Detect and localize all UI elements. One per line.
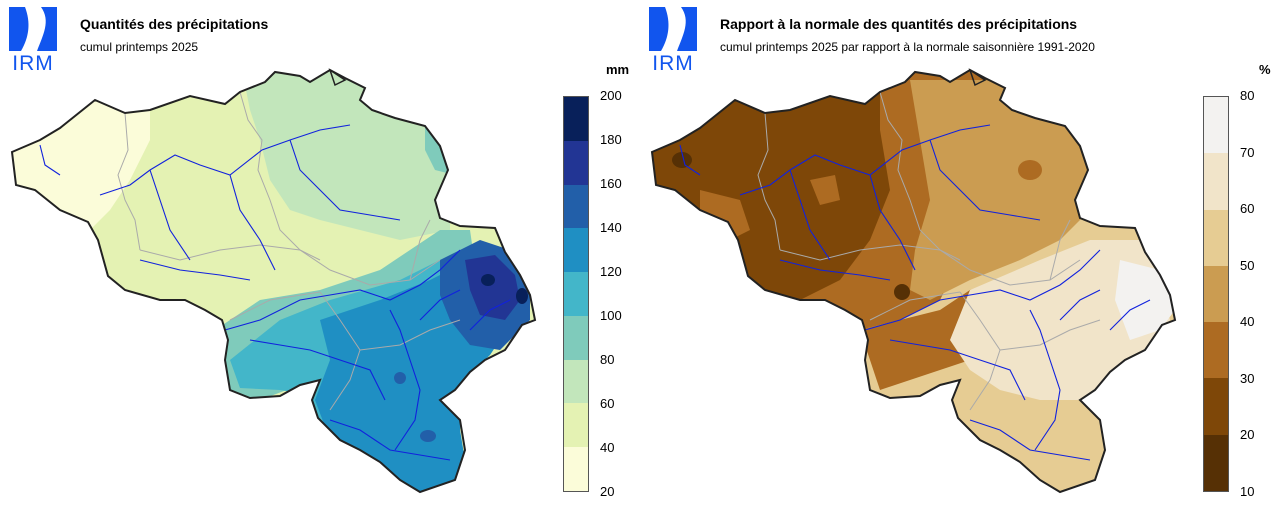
legend-swatch (1204, 378, 1228, 435)
legend-swatch (1204, 265, 1228, 323)
region-east (1115, 260, 1175, 340)
irm-logo-text: IRM (652, 52, 694, 75)
legend-label: 40 (600, 440, 615, 455)
precipitation-panel: IRM Quantités des précipitations cumul p… (7, 5, 630, 499)
legend-label: 60 (600, 396, 615, 411)
irm-logo-icon (649, 7, 697, 51)
legend-label: 50 (1240, 257, 1255, 273)
legend-color-scale (1203, 96, 1229, 492)
legend-label: 80 (1240, 88, 1255, 103)
legend-swatch (564, 315, 588, 360)
legend-swatch (564, 359, 588, 404)
legend-swatch (1204, 97, 1228, 154)
legend-label: 30 (1240, 370, 1255, 386)
region-north (910, 80, 1090, 300)
legend-swatch (1204, 434, 1228, 491)
belgium-precipitation-map (11, 68, 536, 493)
legend-swatch (1204, 322, 1228, 379)
region-peak (481, 274, 495, 286)
legend-label: 60 (1240, 201, 1255, 217)
legend-label: 20 (600, 484, 615, 499)
legend-label: 160 (600, 176, 622, 191)
region-peak-2 (516, 288, 528, 304)
map-title: Rapport à la normale des quantités des p… (720, 16, 1078, 32)
legend-label: 20 (1240, 427, 1255, 443)
legend-label: 180 (600, 132, 622, 147)
irm-logo-icon (9, 7, 57, 51)
legend-label: 200 (600, 88, 622, 103)
legend-label: 140 (600, 220, 622, 235)
region-east-peak (465, 255, 520, 320)
legend-swatch (564, 403, 588, 448)
normal-ratio-panel: IRM Rapport à la normale des quantités d… (640, 0, 1280, 507)
legend-label: 100 (600, 308, 622, 323)
region-spot (1020, 340, 1060, 390)
legend-color-scale (563, 96, 589, 492)
baarle-enclave (328, 68, 347, 87)
region-spot (420, 430, 436, 442)
legend-label: 120 (600, 264, 622, 279)
province-borders (757, 91, 1101, 411)
legend-swatch (564, 184, 588, 229)
baarle-enclave (968, 68, 987, 87)
ratio-legend: 80 70 60 50 40 30 20 10 (1203, 89, 1254, 499)
irm-logo: IRM (647, 5, 699, 75)
region-spot-2 (394, 372, 406, 384)
legend-swatch (1204, 153, 1228, 210)
legend-swatch (564, 228, 588, 273)
legend-swatch (564, 140, 588, 185)
belgium-border (650, 68, 1177, 494)
region-dark-spot-2 (894, 284, 910, 300)
map-title: Quantités des précipitations (80, 16, 269, 32)
legend-label: 70 (1240, 144, 1255, 160)
legend-label: 10 (1240, 484, 1255, 499)
rivers (39, 124, 511, 461)
map-subtitle: cumul printemps 2025 par rapport à la no… (720, 40, 1095, 54)
legend-label: 80 (600, 352, 615, 367)
irm-logo-text: IRM (12, 52, 54, 75)
region-west-patch-2 (810, 175, 840, 205)
legend-swatch (1204, 209, 1228, 266)
legend-swatch (564, 272, 588, 316)
legend-unit: mm (606, 62, 630, 77)
belgium-ratio-map (650, 68, 1177, 494)
region-spot-2 (1018, 160, 1042, 180)
map-subtitle: cumul printemps 2025 (80, 40, 199, 54)
precipitation-legend: 200 180 160 140 120 100 80 60 40 20 (563, 89, 622, 499)
legend-swatch (564, 447, 588, 492)
region-dark-spot (672, 152, 692, 168)
legend-swatch (564, 97, 588, 141)
rivers (679, 124, 1151, 461)
irm-logo: IRM (7, 5, 59, 75)
legend-unit: % (1259, 62, 1271, 77)
legend-label: 40 (1240, 314, 1255, 330)
